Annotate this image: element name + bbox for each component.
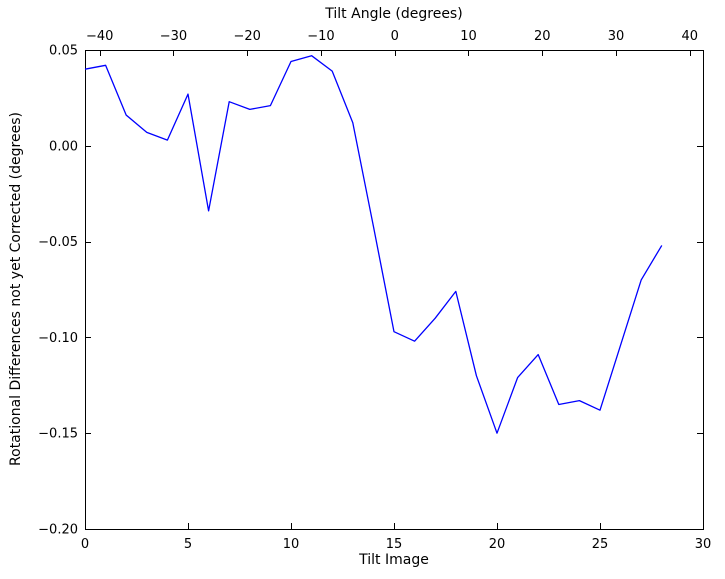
top-tick-label: −30 — [160, 29, 187, 44]
y-tick-label: −0.05 — [38, 235, 78, 250]
top-tick-label: 10 — [460, 29, 477, 44]
x-tick-label: 10 — [283, 537, 300, 552]
top-tick-label: 30 — [608, 29, 625, 44]
x-tick-label: 20 — [489, 537, 506, 552]
y-tick-label: −0.15 — [38, 427, 78, 442]
top-tick-label: 0 — [391, 29, 399, 44]
y-tick-label: −0.20 — [38, 523, 78, 538]
top-tick-label: 40 — [681, 29, 698, 44]
top-axis-title: Tilt Angle (degrees) — [324, 6, 462, 22]
x-tick-label: 30 — [695, 537, 712, 552]
x-tick-label: 15 — [386, 537, 403, 552]
axes-frame — [85, 50, 704, 530]
top-tick-label: −10 — [307, 29, 334, 44]
y-tick-label: 0.05 — [49, 44, 78, 59]
y-tick-label: 0.00 — [49, 139, 78, 154]
tick-marks — [85, 50, 704, 530]
top-tick-label: −40 — [86, 29, 113, 44]
top-tick-label: −20 — [234, 29, 261, 44]
x-tick-label: 5 — [184, 537, 192, 552]
y-tick-label: −0.10 — [38, 331, 78, 346]
x-tick-label: 0 — [81, 537, 89, 552]
y-axis-title: Rotational Differences not yet Corrected… — [8, 112, 24, 466]
x-axis-title: Tilt Image — [358, 552, 429, 568]
data-line-series — [84, 55, 663, 434]
top-tick-label: 20 — [534, 29, 551, 44]
tick-labels: 0 5 10 15 20 25 30 −40 −30 −20 −10 0 10 20 30 40 0.05 0.0… — [38, 29, 711, 552]
x-tick-label: 25 — [592, 537, 609, 552]
